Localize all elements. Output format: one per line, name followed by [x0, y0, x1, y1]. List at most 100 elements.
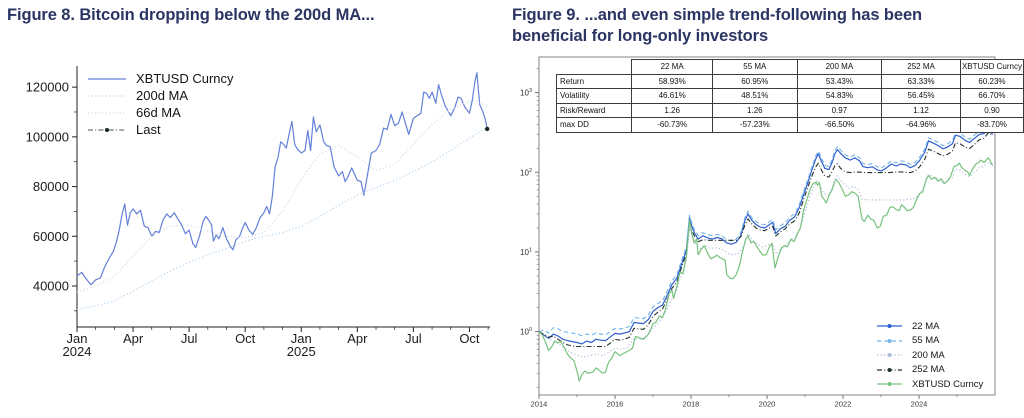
- x-tick-label: Jul: [405, 331, 422, 346]
- legend-item-last: Last: [87, 121, 234, 138]
- figure-9-legend: 22 MA 55 MA 200 MA 252 MA XBTUSD Curncy: [876, 319, 983, 392]
- x-tick-label: Jul: [181, 331, 198, 346]
- legend-item-xbtusd: XBTUSD Curncy: [876, 377, 983, 392]
- x-tick-label: 2020: [759, 400, 776, 409]
- y-tick-label: 60000: [33, 229, 69, 244]
- figure-9-title: Figure 9. ...and even simple trend-follo…: [512, 5, 1017, 47]
- figure-8-chart: 40000 60000 80000 100000 120000 Jan 2024 Apr Jul…: [26, 66, 490, 359]
- x-tick-label: 2014: [531, 400, 548, 409]
- legend-line-swatch: [88, 127, 126, 132]
- figure-9-title-line1: Figure 9. ...and even simple trend-follo…: [512, 6, 923, 24]
- table-row-label: max DD: [555, 117, 633, 133]
- table-cell: 48.51%: [712, 88, 798, 104]
- table-cell: 1.26: [712, 102, 798, 118]
- x-tick-label: Apr: [123, 331, 144, 346]
- legend-label: 66d MA: [136, 105, 181, 120]
- x-tick-label: 2018: [683, 400, 700, 409]
- series-ma55-line: [538, 126, 994, 337]
- table-cell: 54.83%: [796, 88, 883, 104]
- table-cell: -83.70%: [959, 117, 1024, 133]
- table-header-cell: 252 MA: [881, 59, 961, 75]
- legend-label: 200d MA: [136, 88, 189, 103]
- table-cell: 60.23%: [959, 73, 1024, 89]
- x-tick-label: Jan 2024: [63, 331, 92, 359]
- series-ma66d-line: [76, 99, 488, 293]
- table-cell: 46.61%: [631, 88, 714, 104]
- legend-item-ma55: 55 MA: [876, 334, 983, 349]
- legend-line-swatch: [877, 353, 902, 358]
- table-row-label: Return: [555, 73, 633, 89]
- y-tick-label: 100000: [26, 129, 69, 144]
- table-row-label: Volatility: [555, 88, 633, 104]
- figure-9-chart: 100 101 102 103 2014 2016 2018 2020 2022 2024: [520, 56, 996, 409]
- legend-line-swatch: [88, 77, 126, 80]
- series-xbtusd-line: [538, 157, 994, 382]
- series-ma22-line: [538, 129, 994, 345]
- legend-item-ma200d: 200d MA: [87, 87, 234, 104]
- table-header-cell: 22 MA: [631, 59, 714, 75]
- legend-line-swatch: [877, 367, 902, 372]
- legend-label: 200 MA: [912, 349, 945, 361]
- legend-line-swatch: [877, 324, 902, 329]
- y-tick-label: 40000: [33, 278, 69, 293]
- figure-8-legend: XBTUSD Curncy 200d MA 66d MA Last: [87, 70, 234, 138]
- stats-table: 22 MA 55 MA 200 MA 252 MA XBTUSD Curncy Retur…: [555, 59, 1024, 133]
- legend-item-ma66d: 66d MA: [87, 104, 234, 121]
- legend-label: 252 MA: [912, 364, 945, 376]
- legend-line-swatch: [88, 111, 126, 114]
- table-cell: 0.97: [796, 102, 883, 118]
- legend-label: Last: [136, 122, 161, 137]
- table-cell: 66.70%: [959, 88, 1024, 104]
- series-ma252-line: [538, 132, 994, 348]
- series-ma200d-line: [76, 126, 488, 311]
- table-cell: 63.33%: [881, 73, 961, 89]
- table-row: Volatility 46.61% 48.51% 54.83% 56.45% 66.70%: [555, 88, 1024, 104]
- table-row: Return 58.93% 60.95% 53.43% 63.33% 60.23%: [555, 73, 1024, 89]
- table-cell: -57.23%: [712, 117, 798, 133]
- table-cell: 58.93%: [631, 73, 714, 89]
- legend-label: XBTUSD Curncy: [912, 378, 984, 390]
- legend-item-ma200: 200 MA: [876, 348, 983, 363]
- table-header-cell: XBTUSD Curncy: [959, 59, 1024, 75]
- table-row-label: Risk/Reward: [555, 102, 633, 118]
- legend-line-swatch: [88, 94, 126, 97]
- x-tick-label: Oct: [235, 331, 256, 346]
- figure-8-title: Figure 8. Bitcoin dropping below the 200…: [7, 6, 375, 24]
- y-tick-label: 103: [520, 88, 532, 98]
- series-last-marker: [485, 126, 490, 132]
- legend-label: 55 MA: [912, 335, 940, 347]
- table-cell: 53.43%: [796, 73, 883, 89]
- legend-item-xbtusd: XBTUSD Curncy: [87, 70, 234, 87]
- table-cell: -60.73%: [631, 117, 714, 133]
- figure-9-title-line2: beneficial for long-only investors: [512, 27, 769, 45]
- table-cell: 0.90: [959, 102, 1024, 118]
- y-tick-label: 101: [520, 247, 532, 257]
- table-cell: 56.45%: [881, 88, 961, 104]
- x-tick-label: Oct: [459, 331, 480, 346]
- table-header-cell: [557, 60, 632, 75]
- table-row: Risk/Reward 1.26 1.26 0.97 1.12 0.90: [555, 102, 1024, 118]
- legend-line-swatch: [877, 382, 902, 387]
- y-tick-label: 120000: [26, 80, 69, 95]
- table-cell: 1.26: [631, 102, 714, 118]
- x-tick-label: Jan 2025: [287, 331, 316, 359]
- table-cell: 1.12: [881, 102, 961, 118]
- table-header-cell: 200 MA: [796, 59, 883, 75]
- table-header-row: 22 MA 55 MA 200 MA 252 MA XBTUSD Curncy: [557, 59, 1024, 75]
- table-row: max DD -60.73% -57.23% -66.50% -64.96% -83.70…: [555, 117, 1024, 133]
- legend-label: XBTUSD Curncy: [136, 71, 234, 86]
- table-header-cell: 55 MA: [712, 59, 798, 75]
- x-tick-label: 2022: [835, 400, 852, 409]
- y-tick-label: 102: [520, 168, 532, 178]
- x-tick-label: Apr: [347, 331, 368, 346]
- table-cell: -64.96%: [881, 117, 961, 133]
- y-tick-label: 80000: [33, 179, 69, 194]
- table-cell: 60.95%: [712, 73, 798, 89]
- legend-label: 22 MA: [912, 320, 940, 332]
- y-tick-label: 100: [520, 327, 532, 337]
- x-tick-label: 2024: [911, 400, 928, 409]
- table-cell: -66.50%: [796, 117, 883, 133]
- legend-line-swatch: [877, 338, 902, 343]
- legend-item-ma252: 252 MA: [876, 363, 983, 378]
